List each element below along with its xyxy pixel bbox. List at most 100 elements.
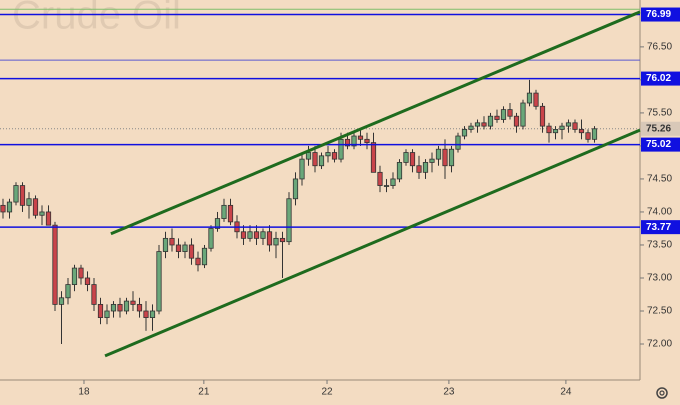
y-tick-label: 72.50	[647, 306, 672, 317]
candle-body	[559, 125, 565, 130]
candle-body	[552, 129, 559, 134]
candle-body	[156, 251, 162, 312]
candle-body	[71, 267, 78, 285]
candle-body	[195, 257, 201, 266]
level-label: 75.02	[646, 139, 671, 150]
candle-body	[247, 231, 253, 239]
candle-body	[429, 158, 435, 163]
candle-body	[331, 152, 338, 160]
level-label-box	[641, 71, 680, 86]
candle-body	[403, 152, 409, 163]
candle-body	[253, 231, 260, 239]
candle-body	[370, 142, 377, 173]
candle-body	[351, 135, 357, 147]
candle-body	[416, 165, 422, 173]
candle-body	[565, 122, 572, 127]
candle-body	[481, 122, 487, 127]
level-label-box	[641, 7, 680, 22]
candle-body	[52, 224, 58, 305]
plot-background	[0, 0, 640, 380]
candle-body	[500, 109, 507, 120]
candle-body	[344, 138, 351, 147]
candle-body	[208, 228, 214, 249]
candle-body	[273, 237, 279, 246]
candle-body	[240, 231, 247, 239]
candle-body	[149, 310, 156, 319]
candle-body	[572, 122, 578, 130]
level-label-box	[641, 137, 680, 152]
candle-body	[13, 185, 19, 203]
x-tick-label: 21	[198, 387, 210, 398]
candle-body	[227, 204, 234, 223]
level-label: 76.99	[646, 9, 671, 20]
candle-body	[422, 162, 429, 173]
candle-body	[292, 178, 299, 200]
y-tick-label: 75.50	[647, 108, 672, 119]
candle-body	[175, 244, 182, 252]
level-label-box	[641, 220, 680, 235]
y-tick-label: 74.50	[647, 174, 672, 185]
level-label: 76.02	[646, 73, 671, 84]
x-tick-label: 24	[560, 387, 572, 398]
candle-body	[474, 122, 481, 127]
candle-body	[266, 231, 273, 246]
candle-body	[136, 303, 143, 312]
y-tick-label: 76.50	[647, 42, 672, 53]
candle-body	[533, 92, 539, 107]
candle-body	[84, 277, 91, 285]
candle-body	[117, 303, 123, 312]
candle-body	[338, 138, 344, 160]
candle-body	[221, 204, 227, 219]
candle-body	[6, 201, 13, 213]
candle-body	[390, 178, 396, 186]
x-tick-label: 18	[78, 387, 90, 398]
candle-body	[143, 310, 149, 319]
price-axis	[640, 0, 680, 405]
candle-body	[468, 125, 474, 130]
settings-icon[interactable]	[656, 387, 668, 399]
candle-body	[364, 138, 370, 144]
candle-body	[260, 231, 266, 239]
candle-body	[455, 135, 461, 150]
candle-body	[299, 158, 305, 180]
candle-body	[279, 237, 286, 243]
candle-body	[591, 128, 598, 140]
candle-body	[526, 92, 533, 104]
candle-body	[396, 162, 403, 180]
candle-body	[383, 185, 390, 187]
y-tick-label: 72.00	[647, 339, 672, 350]
candle-body	[578, 129, 585, 134]
candle-body	[442, 148, 448, 167]
candle-body	[513, 115, 520, 127]
candle-body	[91, 284, 97, 305]
candle-body	[286, 198, 292, 243]
candle-body	[357, 135, 364, 140]
y-tick-label: 73.00	[647, 273, 672, 284]
candle-body	[448, 148, 455, 167]
candle-body	[78, 267, 84, 279]
candle-body	[409, 152, 416, 167]
candle-body	[585, 132, 591, 140]
candle-body	[305, 152, 312, 160]
marks: 72.0072.5073.0073.5074.0074.5075.0075.50…	[0, 8, 672, 398]
candle-body	[201, 247, 208, 266]
trend-line	[110, 10, 641, 236]
candle-body	[19, 185, 26, 206]
candle-body	[325, 152, 331, 157]
x-tick-label: 23	[443, 387, 455, 398]
candle-body	[104, 310, 110, 319]
candle-body	[188, 244, 195, 259]
candle-body	[58, 297, 65, 305]
candle-body	[182, 244, 188, 252]
candle-body	[162, 237, 169, 252]
candle-body	[494, 115, 500, 120]
y-tick-label: 74.00	[647, 207, 672, 218]
candle-body	[123, 300, 130, 312]
candle-body	[435, 148, 442, 160]
candle-body	[539, 105, 546, 127]
candle-body	[546, 125, 552, 134]
last-price-box	[641, 121, 680, 136]
candle-body	[39, 211, 45, 216]
x-tick-label: 22	[321, 387, 333, 398]
level-label: 73.77	[646, 222, 671, 233]
